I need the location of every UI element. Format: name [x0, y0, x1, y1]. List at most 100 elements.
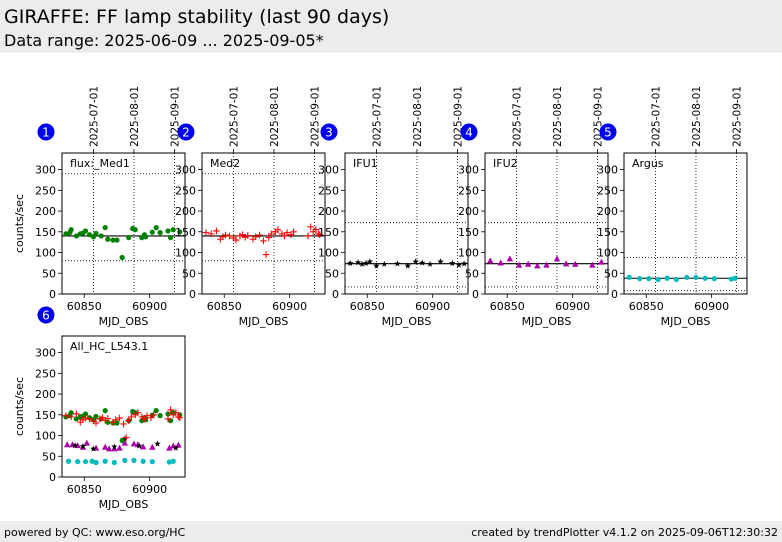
y-tick-label: 100: [35, 430, 56, 443]
panel-label: Med2: [210, 157, 240, 170]
data-point: [143, 234, 149, 240]
report-header: GIRAFFE: FF lamp stability (last 90 days…: [0, 0, 782, 53]
data-point: [166, 459, 172, 465]
data-point: [122, 457, 128, 464]
panel-label: IFU2: [493, 157, 518, 170]
x-tick-label: 60850: [350, 300, 385, 313]
x-tick-label: 60850: [207, 300, 242, 313]
plot-frame: [623, 152, 748, 295]
x-tick-label: 60900: [415, 300, 450, 313]
data-point: [589, 261, 596, 268]
footer-powered-by: powered by QC: www.eso.org/HC: [4, 526, 186, 539]
date-tick-label: 2025-08-01: [552, 86, 564, 147]
data-point: [281, 232, 288, 240]
data-point: [315, 230, 322, 238]
data-point: [150, 411, 157, 419]
data-point: [134, 409, 142, 417]
data-point: [122, 434, 130, 441]
series-ifu1: [71, 435, 180, 452]
data-point: [116, 414, 123, 422]
y-tick-label: 300: [597, 164, 618, 177]
data-point: [116, 444, 123, 451]
x-axis-label: MJD_OBS: [382, 315, 432, 328]
data-point: [105, 236, 111, 242]
x-tick-label: 60850: [67, 483, 102, 496]
x-axis-label: MJD_OBS: [99, 498, 149, 511]
date-tick-label: 2025-09-01: [170, 86, 182, 147]
y-tick-label: 250: [458, 184, 479, 197]
y-tick-label: 300: [458, 164, 479, 177]
data-point: [268, 230, 275, 238]
panel-number-badge: [37, 123, 55, 141]
data-point: [373, 262, 380, 269]
report-footer: powered by QC: www.eso.org/HC created by…: [0, 521, 782, 542]
data-point: [114, 237, 120, 243]
data-point: [128, 413, 135, 421]
x-tick-label: 60900: [272, 300, 307, 313]
panel-number-badge: [460, 123, 478, 141]
data-point: [131, 457, 137, 464]
chart-panel-2: 2025-07-01 2025-08-01 2025-09-01 0 50 100 150 2…: [175, 86, 326, 328]
data-point: [125, 417, 133, 424]
date-tick-label: 2025-09-01: [310, 86, 322, 147]
data-point: [104, 415, 112, 422]
x-tick-label: 60900: [132, 483, 167, 496]
y-tick-label: 300: [35, 164, 56, 177]
data-point: [149, 229, 155, 235]
data-point: [82, 459, 89, 465]
data-point: [358, 260, 366, 267]
data-point: [598, 258, 605, 265]
data-point: [73, 410, 80, 418]
panel-label: IFU1: [353, 157, 378, 170]
data-point: [101, 443, 109, 450]
x-axis-label: MJD_OBS: [99, 315, 149, 328]
data-point: [68, 227, 74, 233]
y-tick-label: 0: [611, 288, 618, 301]
y-tick-label: 150: [35, 409, 56, 422]
date-tick-label: 2025-07-01: [228, 86, 240, 147]
data-point: [73, 233, 79, 239]
plot-frame: [201, 152, 326, 295]
y-tick-label: 100: [318, 247, 339, 260]
y-tick-label: 100: [175, 247, 196, 260]
y-tick-label: 0: [332, 288, 339, 301]
data-point: [437, 258, 444, 265]
data-point: [702, 275, 708, 281]
y-axis-label: counts/sec: [13, 194, 26, 253]
y-tick-label: 50: [325, 267, 339, 280]
data-range-subtitle: Data range: 2025-06-09 ... 2025-09-05*: [4, 31, 324, 50]
data-point: [354, 259, 362, 266]
plot-frame: [61, 335, 186, 478]
panel-number: 6: [42, 309, 50, 323]
data-point: [732, 275, 738, 281]
y-tick-label: 0: [49, 288, 56, 301]
page-title: GIRAFFE: FF lamp stability (last 90 days…: [4, 6, 390, 28]
data-point: [112, 416, 119, 424]
data-point: [126, 235, 132, 241]
plot-frame: [61, 152, 186, 295]
data-point: [67, 413, 75, 421]
panel-number: 1: [42, 126, 50, 140]
data-point: [93, 413, 99, 420]
data-point: [260, 237, 267, 245]
data-point: [256, 231, 263, 239]
data-point: [362, 259, 370, 267]
data-point: [426, 260, 434, 267]
panel-number-badge: [177, 123, 195, 141]
data-point: [149, 459, 155, 465]
plot-area: [62, 153, 185, 294]
data-point: [170, 227, 176, 233]
y-tick-label: 100: [458, 247, 479, 260]
data-point: [728, 276, 734, 282]
data-point: [83, 439, 91, 446]
chart-panel-3: 2025-07-01 2025-08-01 2025-09-01 0 50 100 150 2…: [318, 86, 469, 328]
panel-number: 5: [604, 126, 612, 140]
panel-number-badge: [37, 306, 55, 324]
panel-number-badge: [320, 123, 338, 141]
data-point: [202, 229, 210, 236]
data-point: [154, 440, 161, 447]
date-tick-label: 2025-07-01: [511, 86, 523, 147]
plot-area: [345, 153, 468, 294]
date-tick-label: 2025-08-01: [412, 86, 424, 147]
series-ifu2: [487, 255, 605, 269]
